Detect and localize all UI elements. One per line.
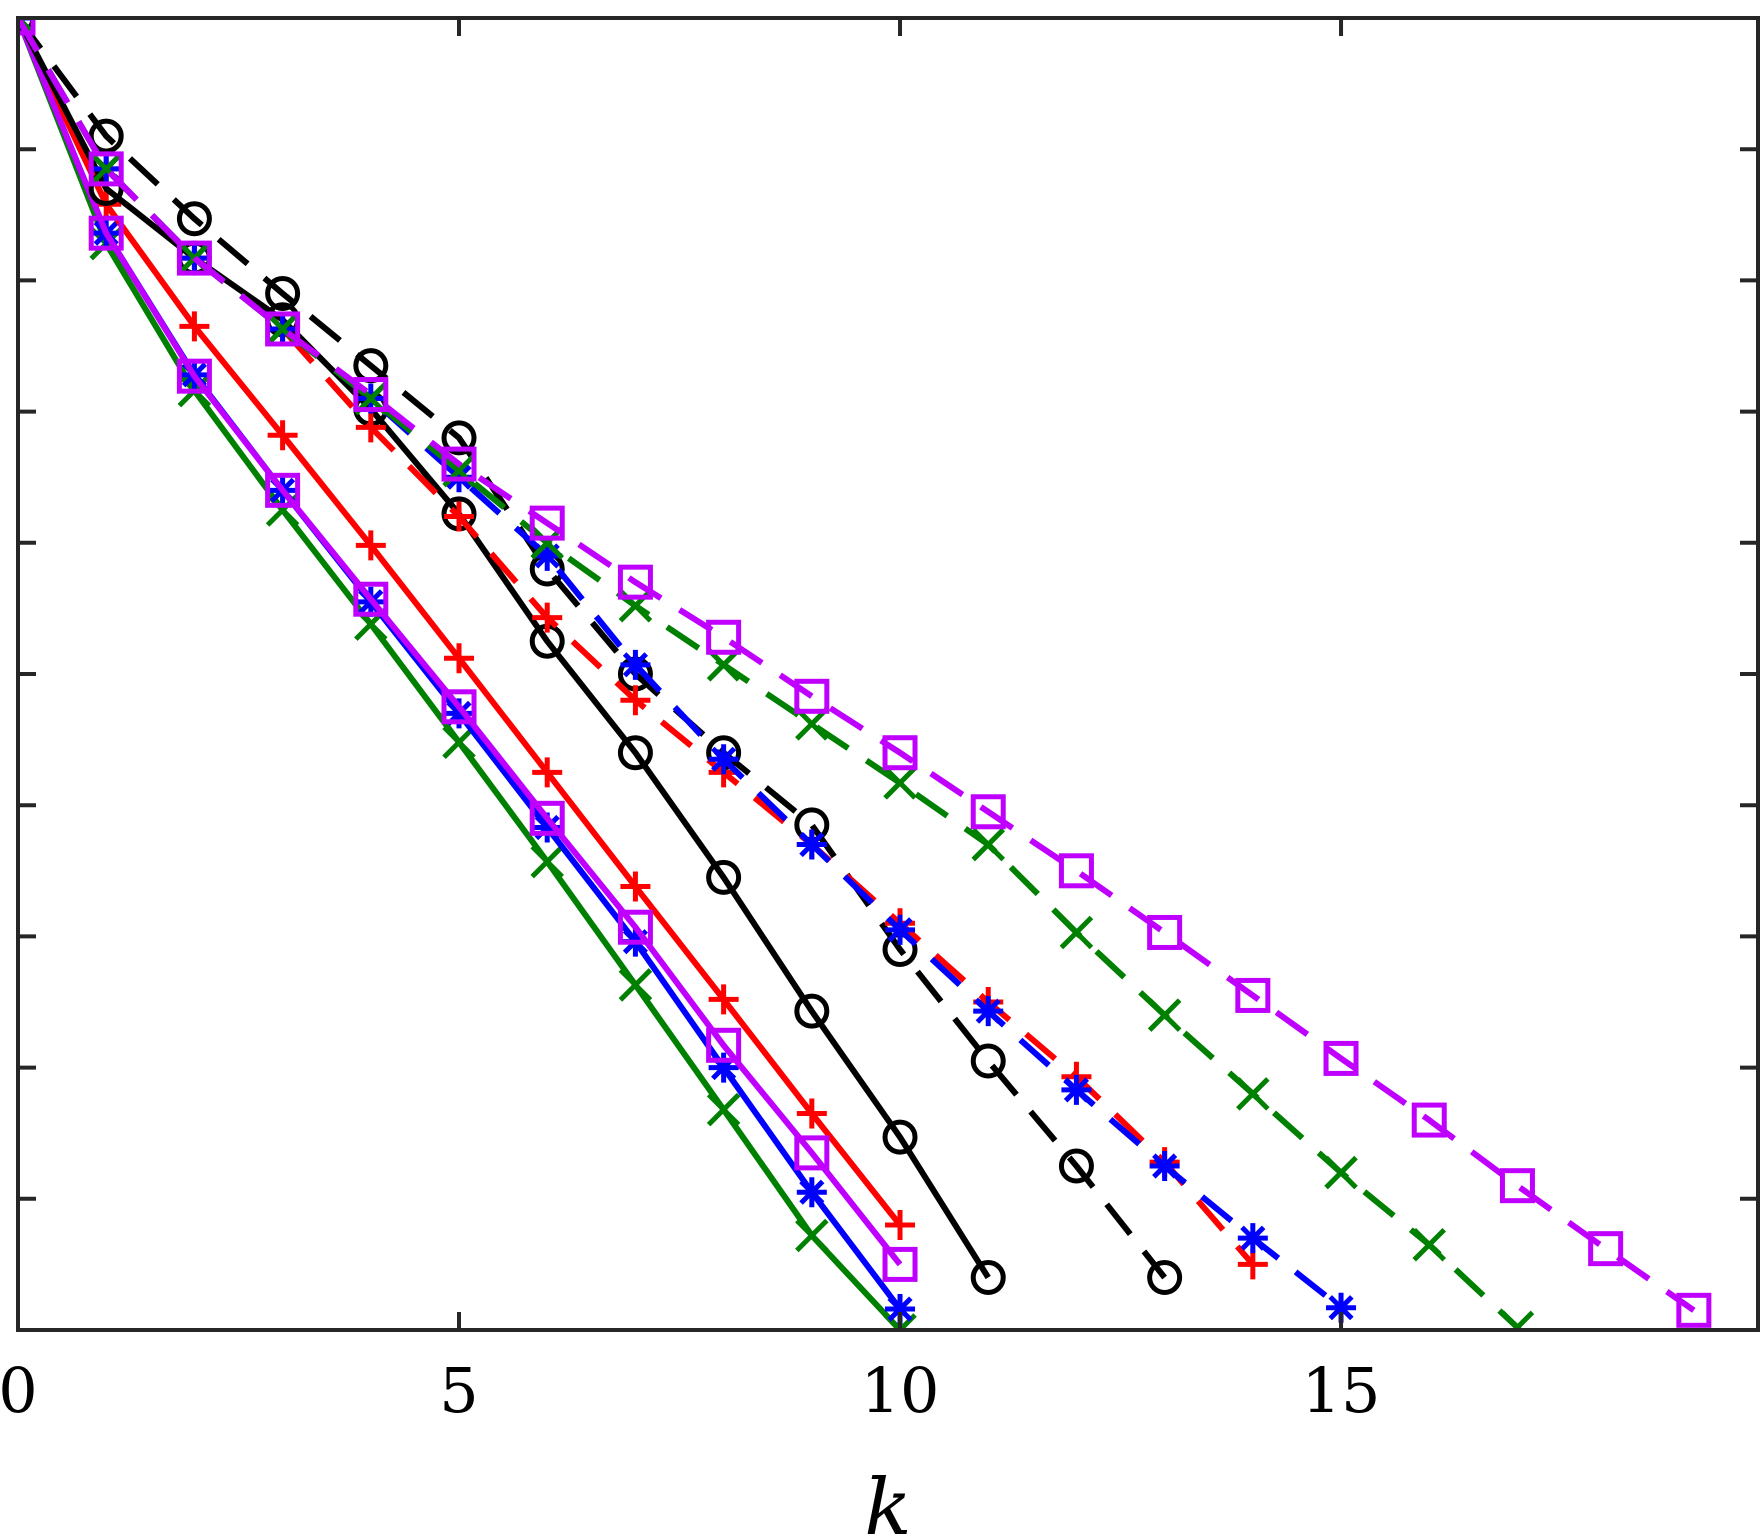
series-9-point-19 xyxy=(1676,1292,1712,1328)
series-3-line xyxy=(18,18,903,1267)
series-9-point-18 xyxy=(1588,1231,1624,1267)
series-7-point-11 xyxy=(973,996,1004,1027)
series-5-line xyxy=(18,18,1167,1280)
series-6-point-7 xyxy=(620,685,651,716)
series-4-point-11 xyxy=(970,1260,1006,1296)
series-3-point-1 xyxy=(88,215,124,251)
x-tick-label-2: 10 xyxy=(861,1354,940,1427)
x-tick-label-0: 0 xyxy=(0,1354,38,1427)
series-9-point-11 xyxy=(970,794,1006,830)
series-8-point-14 xyxy=(1236,1077,1270,1111)
series-2-point-6 xyxy=(532,757,563,788)
x-tick-label-1: 5 xyxy=(439,1354,478,1427)
x-tick-label-3: 15 xyxy=(1302,1354,1381,1427)
series-4-point-8 xyxy=(706,859,742,895)
series-9 xyxy=(18,18,1712,1328)
series-7-point-13 xyxy=(1149,1151,1180,1181)
series-layer xyxy=(18,18,1712,1330)
series-8-point-13 xyxy=(1147,998,1182,1032)
series-9-point-14 xyxy=(1235,977,1271,1013)
series-9-point-2 xyxy=(176,240,212,276)
series-3-point-5 xyxy=(441,689,477,725)
series-2-point-9 xyxy=(796,1098,827,1129)
series-9-point-1 xyxy=(88,151,124,187)
series-3-point-9 xyxy=(794,1135,830,1171)
series-8-point-8 xyxy=(706,648,741,682)
series-3-point-6 xyxy=(529,800,565,836)
series-3-point-7 xyxy=(617,909,653,945)
series-3-point-3 xyxy=(265,472,301,508)
series-2-point-5 xyxy=(444,643,475,674)
series-8-point-15 xyxy=(1324,1155,1358,1190)
series-7-point-8 xyxy=(708,744,739,775)
series-5-point-1 xyxy=(88,118,124,154)
series-1-point-9 xyxy=(796,1177,827,1208)
series-9-point-15 xyxy=(1323,1040,1359,1076)
series-9-point-5 xyxy=(441,446,477,482)
series-4-point-9 xyxy=(794,993,830,1029)
series-5-point-2 xyxy=(176,201,212,237)
series-5-point-3 xyxy=(265,276,301,312)
series-9-point-10 xyxy=(882,735,918,771)
series-8-point-17 xyxy=(1500,1310,1535,1330)
series-3-point-10 xyxy=(882,1246,918,1282)
series-2-point-4 xyxy=(355,530,386,561)
series-8-point-12 xyxy=(1059,915,1094,950)
series-5-point-13 xyxy=(1147,1260,1183,1296)
series-5-point-11 xyxy=(970,1043,1006,1079)
series-0-point-5 xyxy=(442,725,476,759)
series-9-point-13 xyxy=(1147,914,1183,950)
series-1-point-10 xyxy=(885,1294,916,1325)
series-9-point-17 xyxy=(1499,1168,1535,1204)
series-0-point-9 xyxy=(795,1218,829,1253)
series-9-point-7 xyxy=(617,564,653,600)
series-9-point-9 xyxy=(794,678,830,714)
series-8-point-9 xyxy=(795,707,829,741)
series-6-point-4 xyxy=(355,412,386,443)
series-7-line xyxy=(18,18,1343,1311)
series-9-point-3 xyxy=(265,311,301,347)
series-6-point-6 xyxy=(532,602,563,633)
series-3-point-8 xyxy=(706,1027,742,1063)
series-9-point-16 xyxy=(1411,1102,1447,1138)
series-0-point-8 xyxy=(706,1092,741,1127)
series-7-point-10 xyxy=(885,914,916,945)
series-9-point-6 xyxy=(529,505,565,541)
series-7-point-7 xyxy=(620,649,651,680)
series-7-point-14 xyxy=(1237,1223,1268,1254)
series-2-point-3 xyxy=(267,420,298,451)
series-7-point-15 xyxy=(1326,1292,1357,1323)
series-8-point-0 xyxy=(18,18,35,35)
series-6-point-5 xyxy=(444,501,475,532)
series-3-point-2 xyxy=(176,358,212,394)
series-3 xyxy=(18,18,918,1282)
series-2-point-10 xyxy=(885,1210,916,1241)
series-5-point-5 xyxy=(441,420,477,456)
series-1-point-5 xyxy=(444,698,475,729)
series-7-point-9 xyxy=(796,829,827,860)
series-6-point-14 xyxy=(1237,1249,1268,1280)
series-5-point-12 xyxy=(1058,1148,1094,1184)
x-axis-label: k xyxy=(864,1463,911,1539)
series-0-point-7 xyxy=(618,968,653,1002)
series-3-point-4 xyxy=(353,581,389,617)
series-4-point-7 xyxy=(617,735,653,771)
series-0-point-6 xyxy=(530,844,564,879)
series-4-point-10 xyxy=(882,1119,918,1155)
series-8-point-16 xyxy=(1412,1227,1447,1262)
series-8-point-11 xyxy=(971,827,1005,862)
series-2-point-2 xyxy=(179,311,210,342)
series-7-point-6 xyxy=(532,540,563,571)
series-1-point-6 xyxy=(532,812,563,843)
series-8-point-10 xyxy=(883,766,917,800)
series-9-point-8 xyxy=(706,619,742,655)
series-2-point-7 xyxy=(620,871,651,902)
series-9-point-4 xyxy=(353,377,389,413)
axes-layer: 0 5 10 15 xyxy=(0,16,1760,1427)
series-2-point-8 xyxy=(708,984,739,1015)
series-1-point-8 xyxy=(708,1052,739,1083)
series-7-point-12 xyxy=(1061,1074,1092,1105)
series-9-point-12 xyxy=(1058,853,1094,889)
